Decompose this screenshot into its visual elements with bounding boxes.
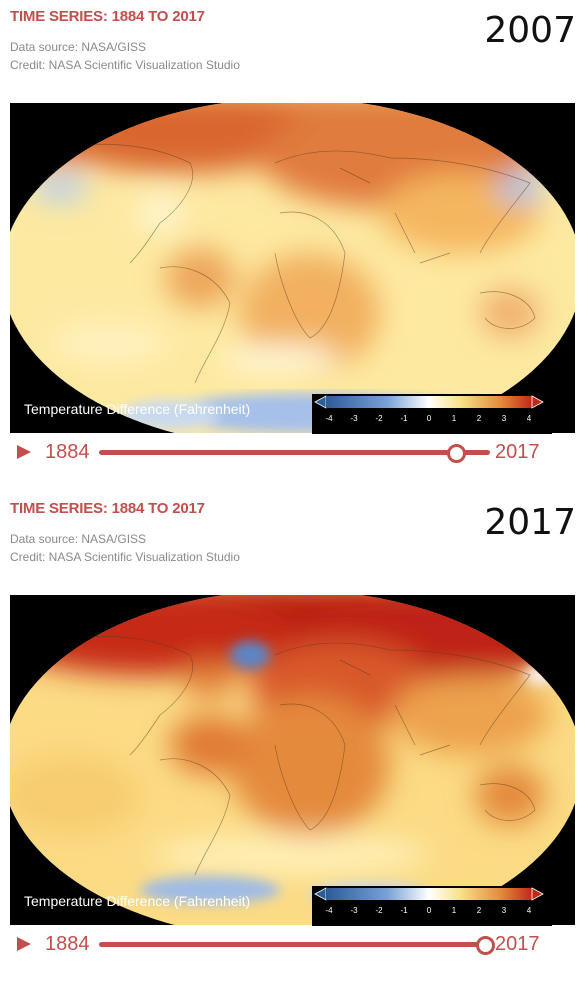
colorbar-tick-label: -3 (350, 906, 358, 915)
colorbar-tick-label: -3 (350, 414, 358, 423)
colorbar-tick-label: 3 (502, 906, 507, 915)
colorbar-tick-label: 4 (527, 414, 532, 423)
year-readout: 2017 (484, 502, 576, 543)
timeline-scrubber: 1884 2017 (0, 931, 584, 961)
colorbar: -4 -3 -2 -1 0 1 2 3 4 (312, 886, 552, 926)
colorbar-gradient (326, 396, 532, 408)
colorbar-label: Temperature Difference (Fahrenheit) (24, 401, 251, 417)
colorbar-tick-label: -1 (400, 414, 408, 423)
colorbar-tick-label: -2 (375, 414, 383, 423)
credit-line: Credit: NASA Scientific Visualization St… (10, 58, 240, 72)
colorbar-gradient (326, 888, 532, 900)
colorbar-tick-label: -4 (325, 906, 333, 915)
panel-title: TIME SERIES: 1884 TO 2017 (10, 500, 205, 517)
colorbar-tick-label: -1 (400, 906, 408, 915)
play-icon[interactable] (17, 445, 31, 459)
timeline-end-year: 2017 (495, 933, 540, 955)
data-source: Data source: NASA/GISS (10, 40, 147, 54)
colorbar-max-arrow (531, 395, 544, 409)
timeline-end-year: 2017 (495, 441, 540, 463)
colorbar-tick-label: 1 (452, 906, 457, 915)
data-source: Data source: NASA/GISS (10, 532, 147, 546)
colorbar-tick-label: 1 (452, 414, 457, 423)
colorbar-tick-label: 0 (427, 906, 432, 915)
colorbar-label: Temperature Difference (Fahrenheit) (24, 893, 251, 909)
temperature-map: Temperature Difference (Fahrenheit) -4 -3… (10, 595, 575, 926)
colorbar-tick-label: 4 (527, 906, 532, 915)
play-icon[interactable] (17, 937, 31, 951)
colorbar-max-arrow (531, 887, 544, 901)
timeline-knob[interactable] (447, 444, 467, 463)
map-image (10, 595, 575, 925)
timeline-start-year: 1884 (45, 441, 90, 463)
map-image (10, 103, 575, 433)
colorbar: -4 -3 -2 -1 0 1 2 3 4 (312, 394, 552, 434)
colorbar-tick-label: 3 (502, 414, 507, 423)
colorbar-tick-label: 2 (477, 414, 482, 423)
colorbar-tick-label: -4 (325, 414, 333, 423)
timeline-start-year: 1884 (45, 933, 90, 955)
timeline-scrubber: 1884 2017 (0, 439, 584, 469)
timeline-track[interactable] (99, 936, 495, 955)
colorbar-tick-label: 2 (477, 906, 482, 915)
timeline-knob[interactable] (476, 936, 495, 955)
colorbar-tick-label: 0 (427, 414, 432, 423)
panel-2007: TIME SERIES: 1884 TO 2017 Data source: N… (0, 8, 584, 469)
credit-line: Credit: NASA Scientific Visualization St… (10, 550, 240, 564)
colorbar-tick-label: -2 (375, 906, 383, 915)
panel-2017: TIME SERIES: 1884 TO 2017 Data source: N… (0, 492, 584, 984)
temperature-map: Temperature Difference (Fahrenheit) -4 -3… (10, 103, 575, 434)
timeline-track[interactable] (99, 444, 490, 463)
panel-title: TIME SERIES: 1884 TO 2017 (10, 8, 205, 25)
year-readout: 2007 (484, 10, 576, 51)
